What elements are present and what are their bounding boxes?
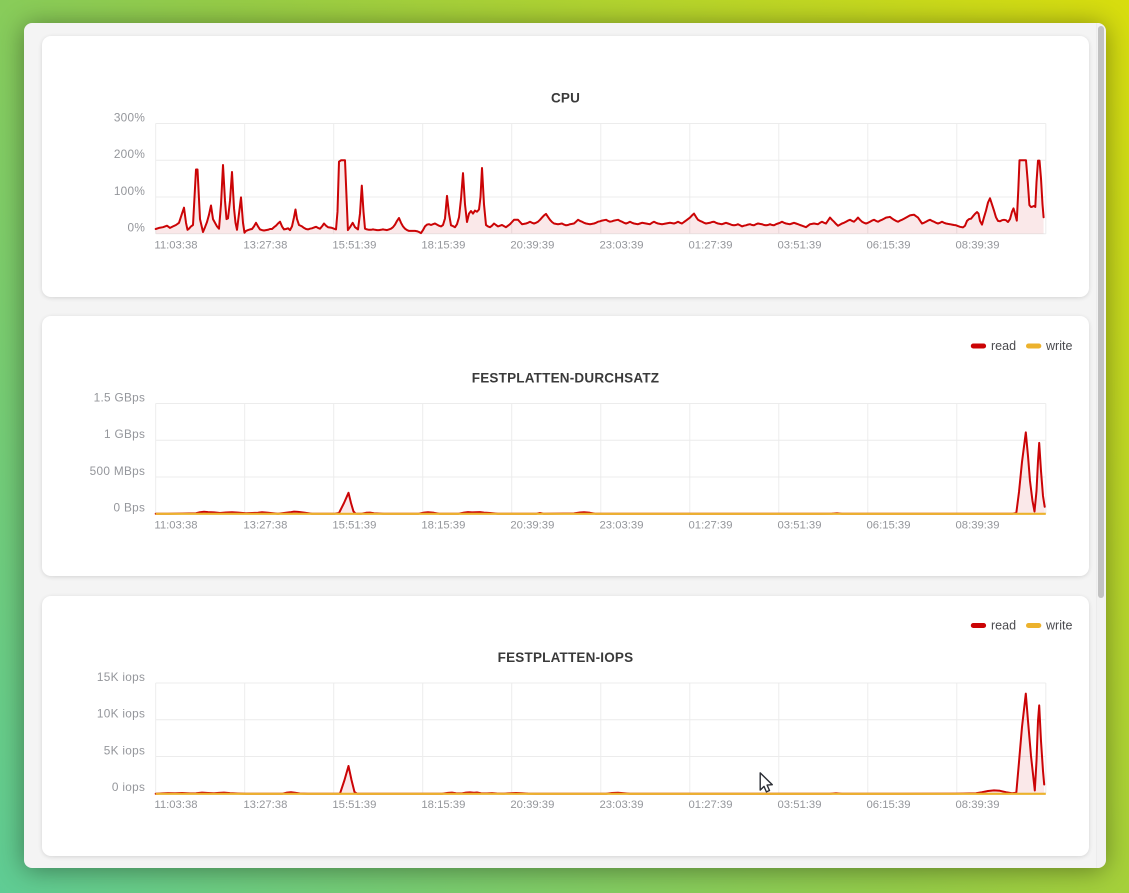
svg-text:write: write (1045, 619, 1072, 633)
svg-text:FESTPLATTEN-DURCHSATZ: FESTPLATTEN-DURCHSATZ (472, 371, 659, 386)
svg-text:10K iops: 10K iops (97, 707, 145, 721)
svg-text:CPU: CPU (551, 91, 580, 106)
svg-text:1 GBps: 1 GBps (104, 427, 145, 441)
svg-text:500 MBps: 500 MBps (90, 464, 146, 478)
svg-text:03:51:39: 03:51:39 (778, 240, 822, 252)
svg-text:read: read (991, 619, 1016, 633)
svg-text:FESTPLATTEN-IOPS: FESTPLATTEN-IOPS (498, 650, 634, 665)
svg-text:11:03:38: 11:03:38 (154, 240, 197, 252)
svg-text:5K iops: 5K iops (104, 743, 145, 757)
svg-text:08:39:39: 08:39:39 (956, 799, 1000, 811)
svg-text:18:15:39: 18:15:39 (421, 520, 465, 532)
svg-text:0 iops: 0 iops (112, 780, 145, 794)
svg-text:100%: 100% (114, 184, 146, 198)
svg-text:write: write (1045, 339, 1072, 353)
svg-text:20:39:39: 20:39:39 (510, 240, 554, 252)
svg-text:1.5 GBps: 1.5 GBps (94, 390, 146, 404)
svg-text:200%: 200% (114, 147, 146, 161)
svg-text:15:51:39: 15:51:39 (332, 240, 376, 252)
svg-text:read: read (991, 339, 1016, 353)
svg-text:23:03:39: 23:03:39 (600, 240, 644, 252)
svg-text:08:39:39: 08:39:39 (956, 520, 1000, 532)
svg-text:13:27:38: 13:27:38 (243, 240, 287, 252)
svg-text:0%: 0% (128, 221, 146, 235)
svg-text:20:39:39: 20:39:39 (510, 520, 554, 532)
svg-text:13:27:38: 13:27:38 (243, 520, 287, 532)
svg-text:20:39:39: 20:39:39 (510, 799, 554, 811)
svg-text:13:27:38: 13:27:38 (243, 799, 287, 811)
svg-text:06:15:39: 06:15:39 (867, 799, 911, 811)
svg-text:15K iops: 15K iops (97, 670, 145, 684)
svg-text:15:51:39: 15:51:39 (332, 799, 376, 811)
svg-text:300%: 300% (114, 110, 146, 124)
svg-text:15:51:39: 15:51:39 (332, 520, 376, 532)
svg-text:18:15:39: 18:15:39 (421, 240, 465, 252)
svg-text:08:39:39: 08:39:39 (956, 240, 1000, 252)
svg-text:23:03:39: 23:03:39 (600, 799, 644, 811)
svg-text:01:27:39: 01:27:39 (689, 799, 733, 811)
svg-text:06:15:39: 06:15:39 (867, 520, 911, 532)
svg-text:03:51:39: 03:51:39 (778, 520, 822, 532)
svg-text:11:03:38: 11:03:38 (154, 520, 197, 532)
svg-text:18:15:39: 18:15:39 (421, 799, 465, 811)
svg-text:01:27:39: 01:27:39 (689, 520, 733, 532)
svg-text:0 Bps: 0 Bps (114, 501, 146, 515)
svg-text:03:51:39: 03:51:39 (778, 799, 822, 811)
svg-text:11:03:38: 11:03:38 (154, 799, 197, 811)
svg-text:01:27:39: 01:27:39 (689, 240, 733, 252)
svg-text:06:15:39: 06:15:39 (867, 240, 911, 252)
svg-text:23:03:39: 23:03:39 (600, 520, 644, 532)
